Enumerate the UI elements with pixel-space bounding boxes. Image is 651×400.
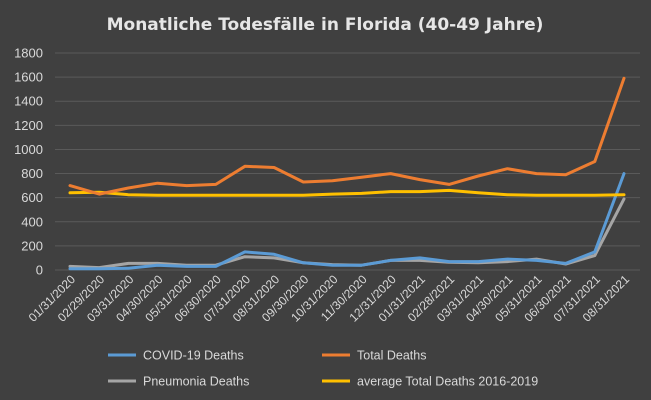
legend-item: Pneumonia Deaths bbox=[108, 375, 249, 389]
legend-label: average Total Deaths 2016-2019 bbox=[357, 375, 538, 389]
gridlines bbox=[55, 52, 640, 271]
legend: COVID-19 Deaths Total Deaths Pneumonia Dea… bbox=[108, 349, 538, 389]
series-line-pneumonia-deaths bbox=[68, 197, 626, 270]
series-lines bbox=[68, 76, 626, 271]
y-tick-label: 400 bbox=[21, 214, 43, 229]
x-axis-ticks: 01/31/202002/29/202003/31/202004/30/2020… bbox=[26, 272, 633, 325]
series-line-total-deaths bbox=[68, 76, 626, 196]
legend-label: Pneumonia Deaths bbox=[143, 375, 249, 389]
legend-label: Total Deaths bbox=[357, 349, 426, 363]
y-tick-label: 600 bbox=[21, 190, 43, 205]
legend-label: COVID-19 Deaths bbox=[143, 349, 244, 363]
y-tick-label: 800 bbox=[21, 166, 43, 181]
y-tick-label: 0 bbox=[36, 263, 43, 278]
legend-item: COVID-19 Deaths bbox=[108, 349, 244, 363]
y-tick-label: 1800 bbox=[14, 46, 43, 61]
y-tick-label: 1000 bbox=[14, 142, 43, 157]
legend-item: Total Deaths bbox=[322, 349, 426, 363]
y-tick-label: 1200 bbox=[14, 118, 43, 133]
series-line-covid-19-deaths bbox=[68, 172, 626, 271]
chart-title: Monatliche Todesfälle in Florida (40-49 … bbox=[107, 15, 544, 35]
y-tick-label: 200 bbox=[21, 238, 43, 253]
y-tick-label: 1400 bbox=[14, 94, 43, 109]
series-line-average-total-deaths-2016-2019 bbox=[68, 188, 626, 197]
legend-item: average Total Deaths 2016-2019 bbox=[322, 375, 538, 389]
y-axis-ticks: 0 200 400 600 800 1000 1200 1400 1600 1800 bbox=[14, 46, 43, 278]
y-tick-label: 1600 bbox=[14, 70, 43, 85]
